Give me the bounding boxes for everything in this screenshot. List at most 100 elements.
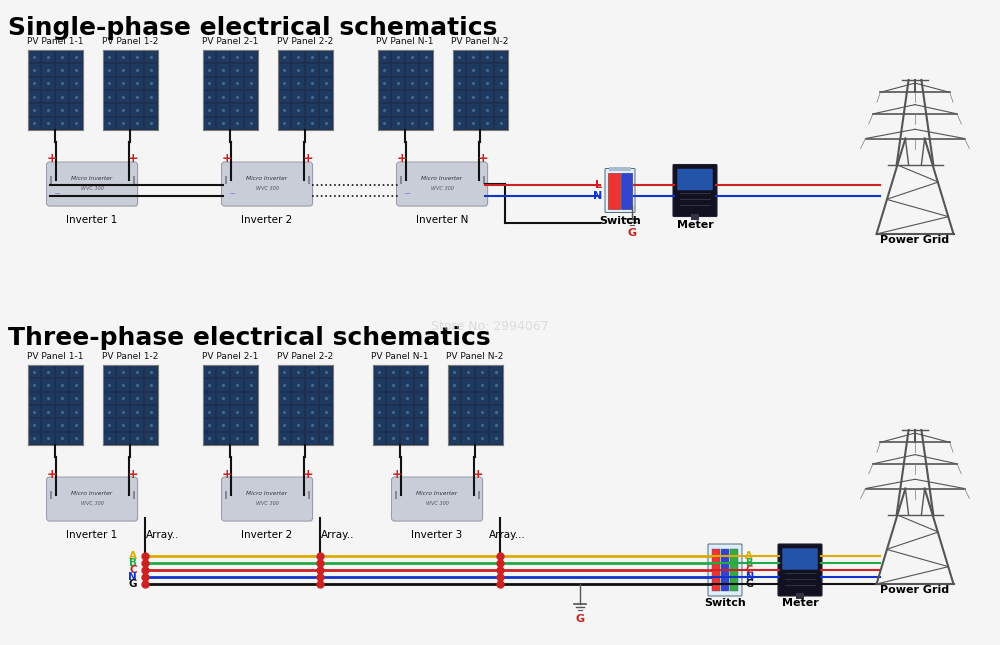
Bar <box>292 419 304 431</box>
Bar <box>420 51 432 63</box>
Bar <box>117 64 129 75</box>
Bar <box>245 77 256 89</box>
Bar <box>278 64 290 75</box>
Bar <box>462 366 474 377</box>
Text: +: + <box>46 152 57 166</box>
Bar <box>28 50 82 130</box>
Bar <box>452 50 508 130</box>
Bar <box>217 419 229 431</box>
Text: Meter: Meter <box>677 221 713 230</box>
Bar <box>217 104 229 115</box>
Bar <box>217 91 229 103</box>
Text: G: G <box>575 614 585 624</box>
Bar <box>28 50 82 130</box>
Bar <box>70 77 82 89</box>
Bar <box>202 365 258 445</box>
Bar <box>56 51 68 63</box>
Bar <box>245 406 256 417</box>
Bar <box>320 91 332 103</box>
Bar <box>56 433 68 444</box>
Bar <box>104 379 115 391</box>
Bar <box>117 104 129 115</box>
Bar <box>467 104 479 115</box>
Bar <box>217 64 229 75</box>
Bar <box>28 406 40 417</box>
Bar <box>231 91 243 103</box>
Bar <box>204 51 215 63</box>
Bar <box>145 117 156 129</box>
Bar <box>454 51 465 63</box>
FancyBboxPatch shape <box>708 544 742 596</box>
Bar <box>145 433 156 444</box>
Bar <box>56 91 68 103</box>
Bar <box>56 104 68 115</box>
Bar <box>204 64 215 75</box>
Bar <box>462 406 474 417</box>
Bar <box>448 379 460 391</box>
Bar <box>204 393 215 404</box>
Text: +: + <box>472 468 483 481</box>
Bar <box>320 406 332 417</box>
Bar <box>378 91 390 103</box>
Bar <box>320 393 332 404</box>
Bar <box>70 406 82 417</box>
Text: +: + <box>221 152 232 166</box>
Bar <box>374 393 385 404</box>
Bar <box>117 91 129 103</box>
Text: G: G <box>128 579 137 589</box>
Bar <box>448 365 503 445</box>
Bar <box>320 77 332 89</box>
Bar <box>306 379 318 391</box>
Text: +: + <box>127 468 138 481</box>
Bar <box>394 491 396 499</box>
Bar <box>245 419 256 431</box>
Bar <box>495 64 507 75</box>
Bar <box>278 365 332 445</box>
Bar <box>454 77 465 89</box>
Text: PV Panel 1-2: PV Panel 1-2 <box>102 37 158 46</box>
Bar <box>320 366 332 377</box>
Bar <box>104 104 115 115</box>
Text: PV Panel 1-2: PV Panel 1-2 <box>102 352 158 361</box>
Bar <box>56 406 68 417</box>
Bar <box>278 366 290 377</box>
Text: +: + <box>391 468 402 481</box>
Bar <box>415 433 426 444</box>
Bar <box>306 91 318 103</box>
Bar <box>50 176 52 184</box>
Bar <box>204 117 215 129</box>
Bar <box>306 77 318 89</box>
Bar <box>401 419 413 431</box>
Bar <box>145 366 156 377</box>
Bar <box>231 366 243 377</box>
Bar <box>245 64 256 75</box>
Bar <box>387 366 399 377</box>
Bar <box>245 366 256 377</box>
Bar <box>374 433 385 444</box>
Bar <box>476 379 488 391</box>
Bar <box>796 593 804 599</box>
Bar <box>392 104 404 115</box>
Bar <box>204 104 215 115</box>
Bar <box>28 365 82 445</box>
Bar <box>278 365 332 445</box>
Text: Array..: Array.. <box>321 530 354 540</box>
Bar <box>415 366 426 377</box>
Bar <box>224 176 226 184</box>
Bar <box>28 393 40 404</box>
Bar <box>401 406 413 417</box>
Bar <box>231 77 243 89</box>
Bar <box>217 379 229 391</box>
Bar <box>374 366 385 377</box>
Bar <box>56 379 68 391</box>
Bar <box>103 365 158 445</box>
Text: B: B <box>745 558 752 568</box>
Text: PV Panel 1-1: PV Panel 1-1 <box>27 352 83 361</box>
Text: B: B <box>129 558 137 568</box>
Bar <box>278 117 290 129</box>
Bar <box>104 406 115 417</box>
Bar <box>401 433 413 444</box>
Bar <box>467 64 479 75</box>
Bar <box>245 91 256 103</box>
Bar <box>42 64 54 75</box>
